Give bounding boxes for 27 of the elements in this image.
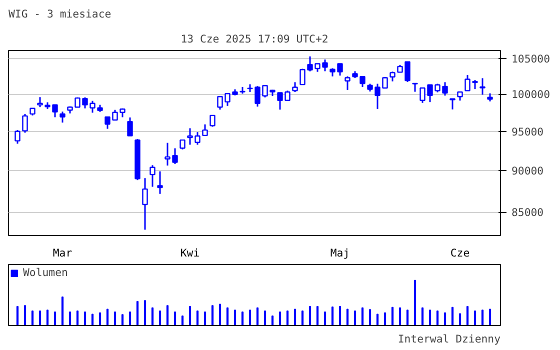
y-tick-label: 85000 xyxy=(512,206,544,220)
x-tick-label: Cze xyxy=(450,246,470,260)
candlestick xyxy=(390,70,396,82)
x-tick-label: Maj xyxy=(330,246,350,260)
candlestick xyxy=(150,164,156,188)
y-tick-label: 100000 xyxy=(512,88,550,102)
y-tick-label: 90000 xyxy=(512,164,544,178)
candlestick xyxy=(292,81,298,93)
legend-label: Wolumen xyxy=(23,266,68,279)
candlestick xyxy=(127,116,133,136)
x-tick-label: Kwi xyxy=(180,246,200,260)
x-tick-label: Mar xyxy=(52,246,73,260)
chart-subtitle: 13 Cze 2025 17:09 UTC+2 xyxy=(180,32,328,46)
candlestick xyxy=(60,110,66,124)
y-tick-label: 105000 xyxy=(512,52,550,66)
candlestick xyxy=(14,129,20,144)
candlestick xyxy=(37,96,43,108)
candlestick xyxy=(344,76,350,91)
text: Interwal Dzienny xyxy=(398,332,501,346)
candlestick xyxy=(22,113,28,134)
y-tick-label: 95000 xyxy=(512,125,544,138)
candlestick xyxy=(142,177,148,230)
candlestick xyxy=(157,170,163,195)
chart-title: WIG - 3 miesiace xyxy=(8,8,112,20)
candlestick xyxy=(480,77,486,96)
candlestick xyxy=(202,124,208,136)
candlestick xyxy=(180,139,186,150)
